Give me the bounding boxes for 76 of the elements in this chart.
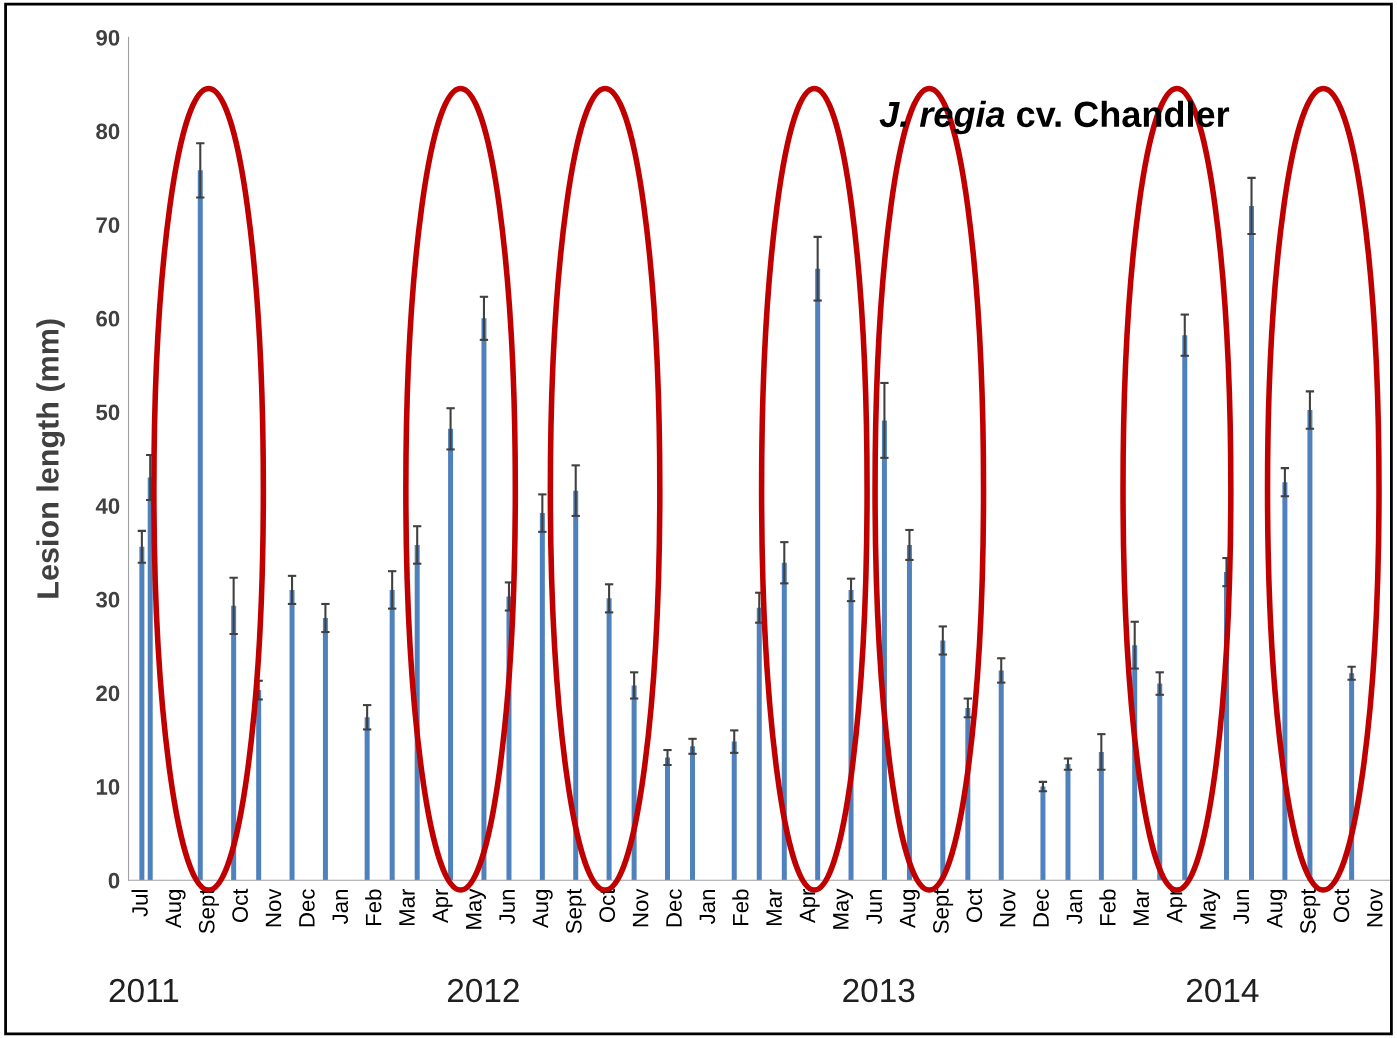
x-tick-label: Sept xyxy=(198,888,219,934)
x-tick-label: Mar xyxy=(1133,888,1150,925)
x-tick-label: Mar xyxy=(399,888,415,925)
x-tick-label: Aug xyxy=(1267,889,1287,929)
x-tick-label: Feb xyxy=(1099,889,1116,926)
x-tick-label: Jun xyxy=(866,890,883,925)
bar xyxy=(256,690,262,881)
x-tick-label: Oct xyxy=(966,888,983,923)
x-tick-label: Apr xyxy=(799,888,820,924)
bar xyxy=(1182,335,1188,881)
x-tick-label: Dec xyxy=(299,889,315,927)
x-tick-label: Feb xyxy=(365,889,382,926)
bar xyxy=(1098,751,1104,881)
x-tick-label: Jan xyxy=(332,890,349,925)
text: 2014 xyxy=(1186,978,1259,1003)
bar xyxy=(664,757,670,881)
x-tick-label: Feb xyxy=(732,889,749,926)
x-tick-label: May xyxy=(1200,888,1221,929)
x-tick-label: Jan xyxy=(699,890,716,925)
y-tick-label: 60 xyxy=(96,310,120,327)
x-tick-label: May xyxy=(833,888,854,929)
x-tick-label: Jun xyxy=(1233,890,1250,925)
bar xyxy=(289,589,295,881)
y-tick-label: 50 xyxy=(96,404,120,421)
bar xyxy=(322,618,328,881)
text: 2011 xyxy=(109,978,179,1003)
bar xyxy=(731,741,737,881)
x-tick-label: Aug xyxy=(165,889,186,929)
text: 2012 xyxy=(447,978,519,1003)
x-tick-label: Nov xyxy=(1000,888,1016,927)
x-tick-label: Sept xyxy=(933,888,954,934)
y-tick-label: 20 xyxy=(96,685,120,702)
x-tick-label: May xyxy=(466,888,486,929)
x-tick-label: Apr xyxy=(1166,888,1187,924)
y-tick-label: 10 xyxy=(96,779,120,795)
x-tick-label: Dec xyxy=(666,889,682,927)
x-tick-label: Sept xyxy=(565,888,587,934)
y-axis-title: Lesion length (mm) xyxy=(36,319,65,598)
y-tick-label: 80 xyxy=(96,123,120,140)
x-tick-label: Sept xyxy=(1300,888,1321,934)
bar xyxy=(573,490,579,881)
x-tick-label: Nov xyxy=(1367,888,1383,927)
bar xyxy=(389,589,395,881)
bar xyxy=(815,268,821,881)
x-tick-label: Jan xyxy=(1066,890,1083,925)
bar xyxy=(1249,205,1255,881)
x-tick-label: Aug xyxy=(899,889,920,929)
bar xyxy=(1065,764,1071,881)
y-tick-label: 90 xyxy=(96,29,120,46)
bar xyxy=(539,513,545,881)
bar xyxy=(690,746,696,881)
x-tick-label: Oct xyxy=(1333,888,1350,923)
bar xyxy=(606,598,612,881)
bar xyxy=(998,670,1004,881)
y-tick-label: 70 xyxy=(96,217,120,233)
x-tick-label: Oct xyxy=(232,888,248,923)
bar xyxy=(448,428,454,881)
x-tick-label: Nov xyxy=(632,888,649,927)
x-tick-label: Jul xyxy=(131,890,148,917)
bar xyxy=(197,170,203,881)
x-tick-label: Apr xyxy=(432,888,453,924)
x-tick-label: Nov xyxy=(265,888,282,927)
bar xyxy=(481,318,487,881)
bar xyxy=(756,607,762,881)
x-tick-label: Mar xyxy=(766,888,782,925)
text: 2013 xyxy=(843,978,915,1003)
y-tick-label: 0 xyxy=(108,872,120,889)
x-tick-label: Dec xyxy=(1033,889,1049,927)
bar xyxy=(1040,786,1046,881)
x-tick-label: Jun xyxy=(499,890,515,925)
bar xyxy=(364,717,370,881)
y-tick-label: 30 xyxy=(95,591,120,608)
bar xyxy=(139,546,145,881)
y-tick-label: 40 xyxy=(95,498,120,514)
bar xyxy=(906,544,912,881)
x-tick-label: Aug xyxy=(532,889,553,929)
